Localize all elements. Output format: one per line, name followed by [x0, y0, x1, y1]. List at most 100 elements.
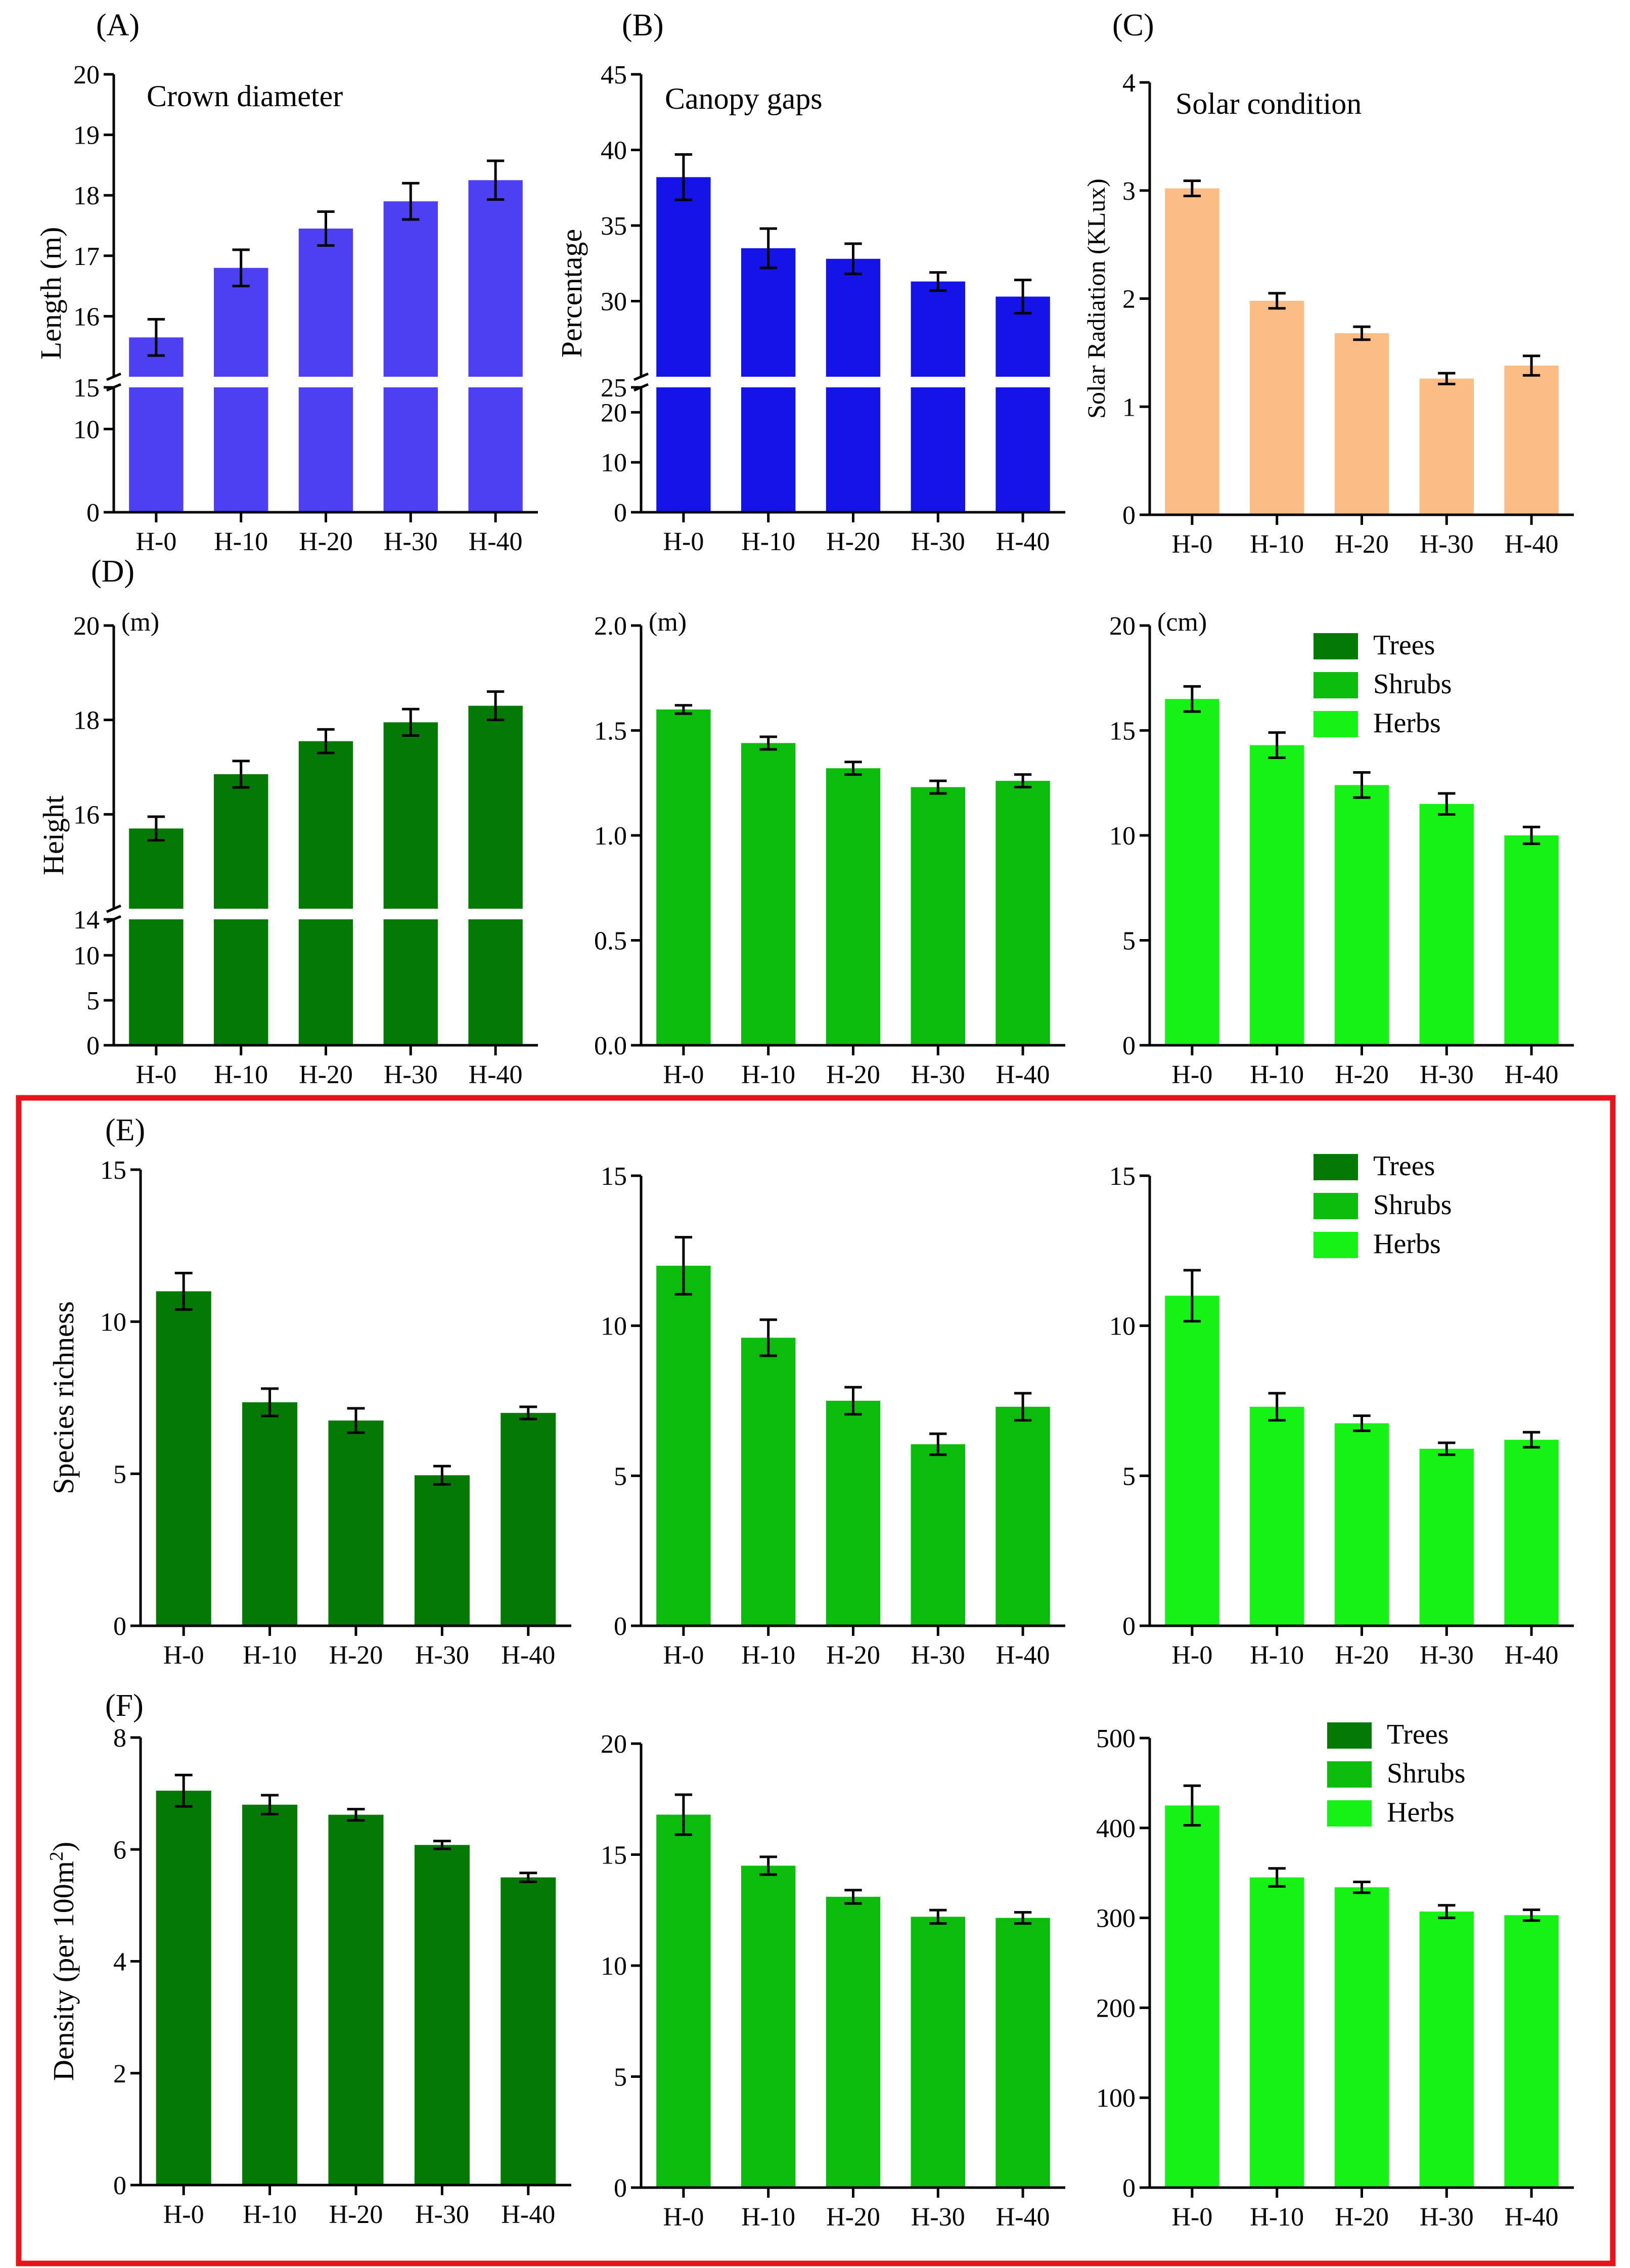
y-tick-label: 15 [601, 1162, 627, 1191]
x-tick-label: H-0 [663, 1641, 704, 1670]
y-axis-label: Species richness [47, 1301, 80, 1494]
panel-letter: (A) [96, 8, 140, 42]
y-tick-label: 19 [73, 121, 100, 150]
bar-d1-h-30 [383, 722, 438, 1045]
y-tick-label: 20 [1109, 612, 1136, 641]
y-tick-label: 0 [86, 499, 100, 527]
y-tick-label: 0 [86, 1032, 100, 1060]
y-tick-label: 30 [601, 288, 627, 317]
x-tick-label: H-20 [299, 1060, 353, 1089]
x-tick-label: H-10 [1250, 1641, 1304, 1670]
bar-f3-h-30 [1419, 1911, 1474, 2188]
y-tick-label: 20 [73, 61, 100, 90]
bar-b-h-0 [656, 177, 711, 512]
legend-swatch-herbs [1327, 1800, 1372, 1827]
y-tick-label: 8 [113, 1724, 126, 1753]
axis-unit: (cm) [1157, 608, 1207, 637]
legend-label-trees: Trees [1387, 1719, 1448, 1750]
y-tick-label: 100 [1096, 2084, 1136, 2113]
error-bar-c-h-10 [1268, 292, 1286, 310]
legend-label-herbs: Herbs [1373, 1228, 1441, 1260]
y-tick-label: 0 [614, 2174, 627, 2203]
x-tick-label: H-0 [663, 1060, 704, 1089]
bar-d2-h-0 [656, 709, 711, 1045]
y-tick-label: 18 [73, 706, 100, 735]
y-tick-label: 1 [1122, 393, 1136, 422]
error-bar-e3-h-20 [1353, 1414, 1371, 1432]
error-bar-f2-h-10 [759, 1855, 777, 1876]
error-bar-d2-h-0 [674, 704, 693, 715]
y-tick-label: 0 [1122, 501, 1136, 530]
x-tick-label: H-0 [1171, 530, 1212, 559]
y-tick-label: 15 [1109, 1162, 1136, 1191]
error-bar-d3-h-10 [1268, 731, 1286, 759]
bar-f3-h-10 [1250, 1877, 1304, 2188]
y-tick-label: 0.0 [594, 1032, 627, 1060]
error-bar-d2-h-10 [759, 735, 777, 751]
y-tick-label: 0.5 [594, 927, 627, 956]
panel-e2: 0 5 10 15 H-0 H-10 H-20 H-30 H-40 [601, 1162, 1065, 1670]
legend: Trees Shrubs Herbs [1314, 1150, 1452, 1260]
x-tick-label: H-30 [384, 1060, 438, 1089]
bar-d2-h-20 [826, 768, 881, 1045]
bar-e1-h-0 [156, 1291, 211, 1626]
y-axis-label: Height [37, 795, 70, 875]
error-bar-f3-h-40 [1522, 1908, 1541, 1922]
x-tick-label: H-30 [1420, 530, 1474, 559]
y-tick-label: 10 [100, 1308, 126, 1337]
error-bar-e2-h-0 [674, 1236, 693, 1296]
y-tick-label: 500 [1096, 1724, 1136, 1753]
bar-e3-h-0 [1165, 1296, 1219, 1626]
bar-f1-h-10 [242, 1804, 298, 2185]
y-tick-label: 14 [73, 906, 100, 935]
error-bar-d1-h-20 [317, 728, 335, 754]
axis-break-gap [112, 909, 540, 919]
x-tick-label: H-10 [1250, 530, 1304, 559]
error-bar-f3-h-30 [1438, 1904, 1456, 1920]
bar-f2-h-30 [911, 1917, 965, 2188]
error-bar-f2-h-20 [844, 1889, 862, 1905]
y-tick-label: 0 [113, 2171, 126, 2200]
x-tick-label: H-10 [214, 527, 268, 556]
bar-e2-h-40 [995, 1406, 1050, 1626]
y-axis-a [106, 74, 121, 512]
x-tick-label: H-0 [1171, 2203, 1212, 2232]
error-bar-d1-h-0 [147, 815, 165, 842]
legend: Trees Shrubs Herbs [1327, 1719, 1466, 1828]
error-bar-d1-h-10 [232, 760, 250, 789]
y-tick-label: 400 [1096, 1814, 1136, 1843]
x-tick-label: H-40 [1505, 1060, 1559, 1089]
bar-e1-h-10 [242, 1402, 298, 1626]
bar-e3-h-30 [1419, 1448, 1474, 1626]
y-axis-label: Density (per 100m2) [46, 1842, 80, 2081]
x-tick-label: H-0 [135, 1060, 176, 1089]
legend-swatch-shrubs [1314, 672, 1358, 698]
error-bar-d2-h-20 [844, 761, 862, 776]
y-tick-label: 5 [1122, 927, 1136, 956]
y-tick-label: 10 [601, 1312, 627, 1341]
y-tick-label: 1.0 [594, 822, 627, 851]
bar-a-h-0 [129, 337, 184, 512]
y-tick-label: 25 [601, 374, 627, 403]
x-tick-label: H-0 [663, 2203, 704, 2232]
x-tick-label: H-0 [1171, 1641, 1212, 1670]
y-tick-label: 300 [1096, 1904, 1136, 1933]
panel-a: 0 10 15 16 17 18 19 20 H-0 H-10 H-20 H-30 H-40 (A) Cro… [34, 8, 540, 556]
x-tick-label: H-30 [911, 2203, 965, 2232]
x-tick-label: H-10 [741, 1060, 795, 1089]
bar-e2-h-10 [741, 1338, 796, 1626]
bar-f1-h-20 [328, 1814, 384, 2185]
panel-letter: (F) [105, 1688, 144, 1723]
x-tick-label: H-20 [1335, 530, 1389, 559]
y-tick-label: 10 [1109, 822, 1136, 851]
y-tick-label: 0 [113, 1612, 126, 1641]
error-bar-d3-h-20 [1353, 771, 1371, 799]
bar-d3-h-10 [1250, 745, 1304, 1045]
x-tick-label: H-30 [1420, 1060, 1474, 1089]
axis-unit: (m) [649, 608, 687, 637]
error-bar-f2-h-40 [1014, 1911, 1032, 1925]
legend-swatch-shrubs [1327, 1761, 1372, 1788]
bar-f3-h-40 [1504, 1915, 1559, 2188]
